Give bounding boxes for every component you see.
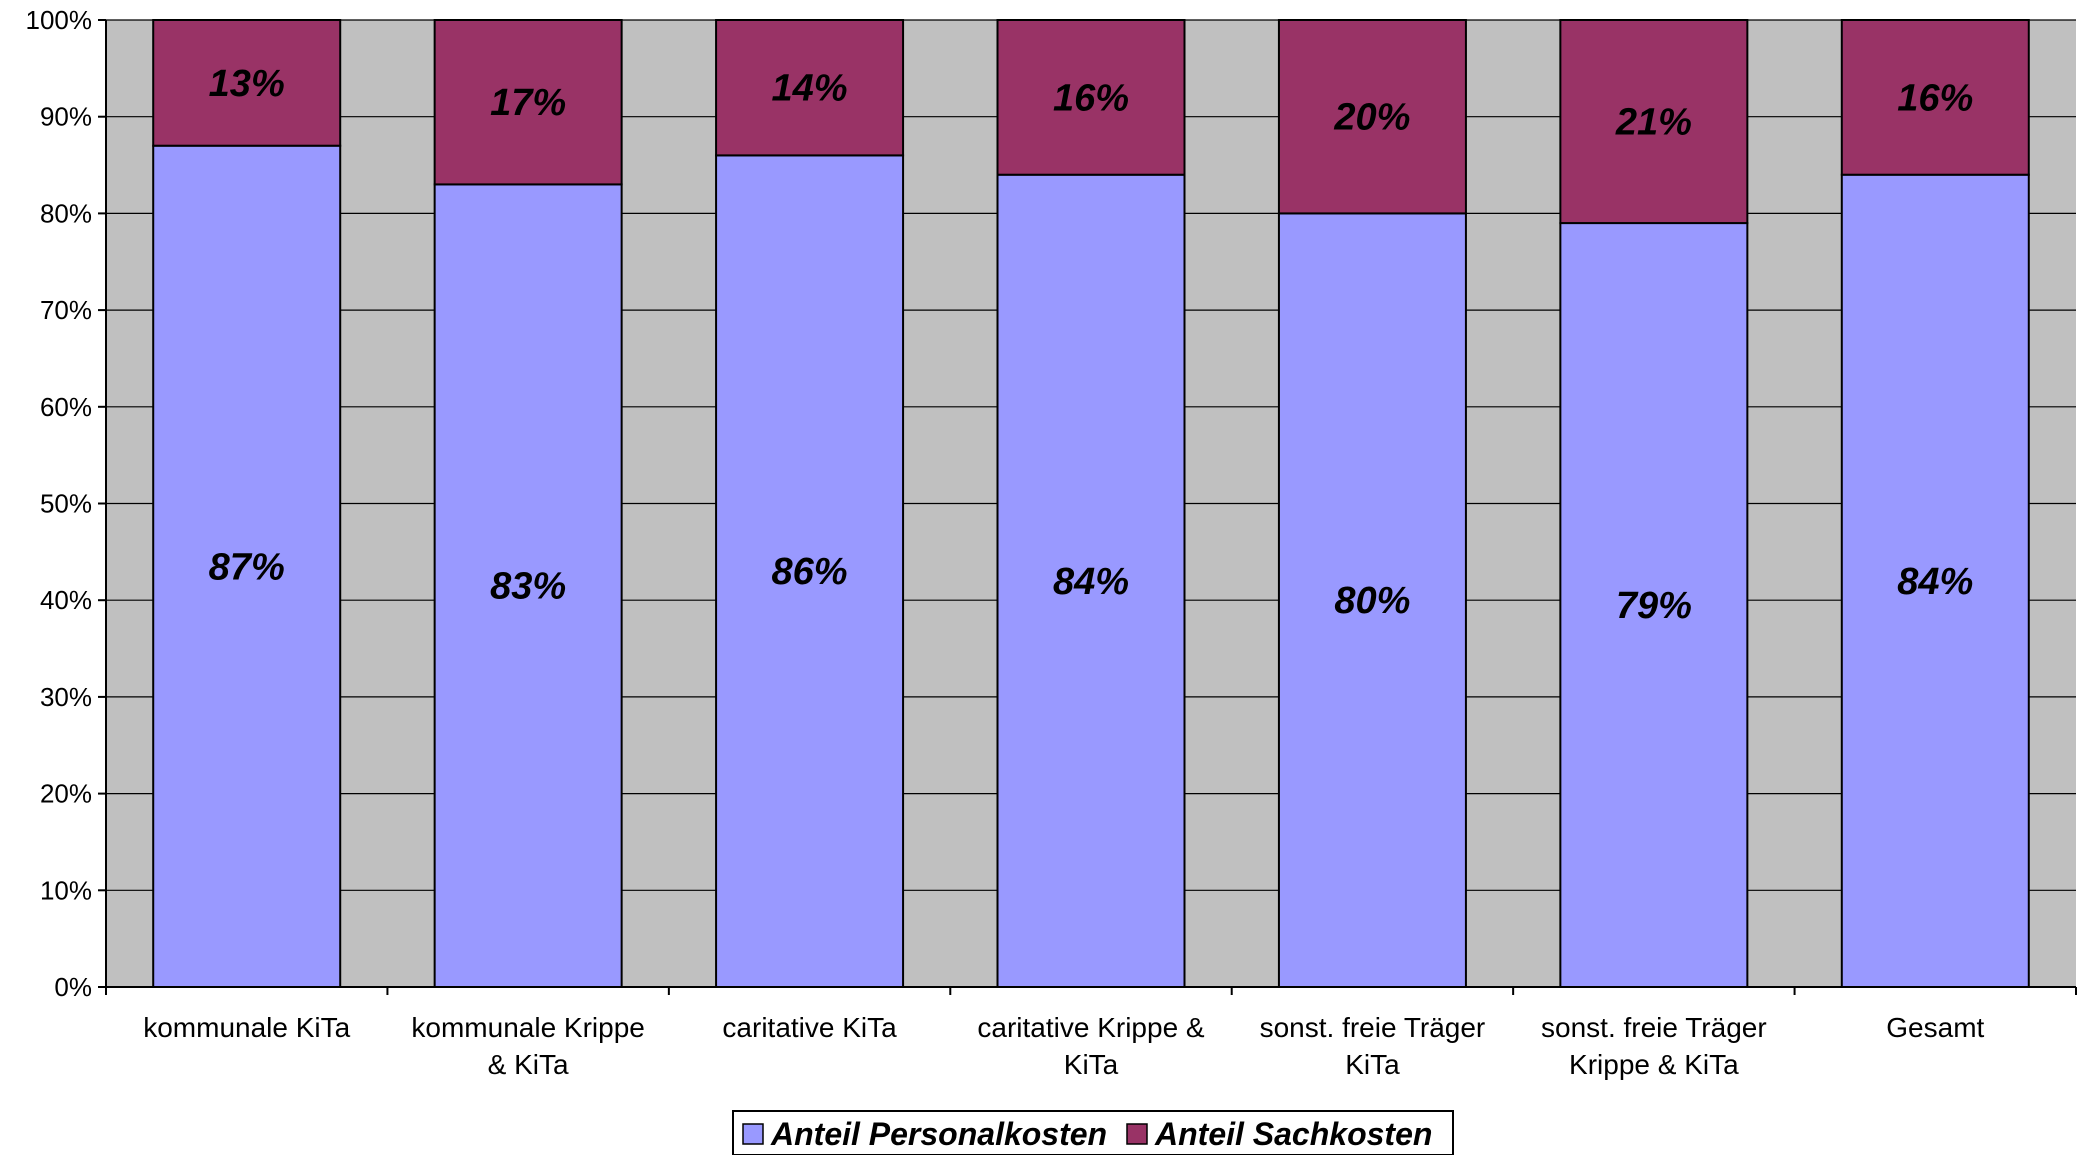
bar-segment [1277,212,1467,988]
y-tick-label: 10% [40,875,92,905]
data-label: 17% [490,82,566,124]
data-label: 20% [1333,97,1410,139]
data-label: 80% [1334,580,1410,622]
bar-segment [1840,19,2030,176]
data-label: 13% [209,63,285,105]
y-tick-label: 70% [40,295,92,325]
bar-segment [715,19,905,157]
x-tick-label: kommunale Krippe & KiTa [411,1012,644,1080]
y-tick-label: 80% [40,198,92,228]
data-label: 87% [209,546,285,588]
data-label: 79% [1616,585,1692,627]
data-labels: 87% 13% 83% 17% 86% 14% 84% 16% 80% 20% 79% 21% 84% 1… [209,63,1974,627]
legend-label: Anteil Sachkosten [1154,1116,1432,1152]
bar-segment [1277,19,1467,215]
bar-segment [1559,222,1749,988]
x-tick-label: Gesamt [1886,1012,1984,1043]
bar-segment [433,183,623,988]
bar-segment [715,154,905,988]
bar-segment [152,144,342,988]
bars [152,19,2030,989]
y-tick-label: 40% [40,585,92,615]
y-tick-label: 20% [40,779,92,809]
legend-label: Anteil Personalkosten [770,1116,1107,1152]
data-label: 84% [1897,561,1973,603]
y-tick-label: 60% [40,392,92,422]
data-label: 83% [490,566,566,608]
data-label: 86% [772,551,848,593]
data-label: 84% [1053,561,1129,603]
data-label: 16% [1897,77,1973,119]
bar-segment [1559,19,1749,225]
bar-segment [996,173,1186,989]
y-tick-label: 100% [26,5,93,35]
x-tick-label: caritative Krippe & KiTa [977,1012,1205,1080]
data-label: 16% [1053,77,1129,119]
legend-swatch [742,1123,764,1145]
y-tick-label: 0% [54,972,92,1002]
axes: 0% 10% 20% 30% 40% 50% 60% 70% 80% 90% 100% kommuna… [26,5,2077,1080]
data-label: 14% [772,68,848,110]
y-tick-label: 30% [40,682,92,712]
bar-segment [433,19,623,186]
bar-segment [152,19,342,147]
bar-segment [996,19,1186,176]
y-tick-label: 90% [40,102,92,132]
legend-box [732,1110,1454,1155]
data-label: 21% [1615,102,1692,144]
x-tick-label: caritative KiTa [722,1012,897,1043]
x-tick-label: kommunale KiTa [143,1012,350,1043]
y-tick-label: 50% [40,489,92,519]
x-tick-label: sonst. freie Träger Krippe & KiTa [1541,1012,1767,1080]
legend-swatch [1126,1123,1148,1145]
x-tick-label: sonst. freie Träger KiTa [1260,1012,1486,1080]
legend: Anteil Personalkosten Anteil Sachkosten [732,1110,1454,1155]
